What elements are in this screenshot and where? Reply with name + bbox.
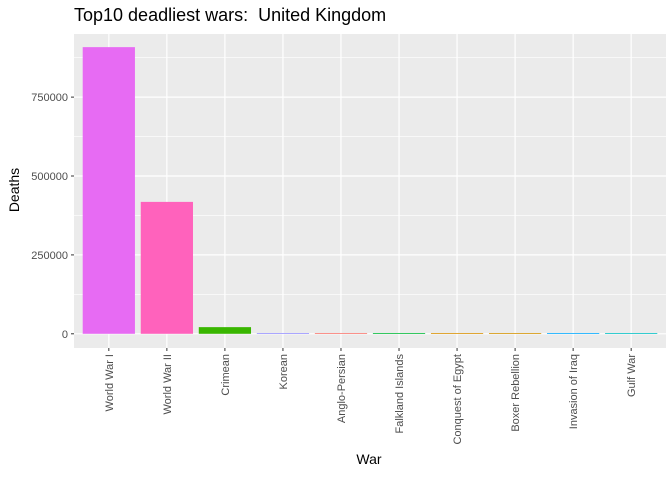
x-tick-label: World War I <box>104 354 116 411</box>
bars <box>82 47 658 334</box>
bar-anglo-persian <box>314 332 368 334</box>
bar-conquest-of-egypt <box>430 332 484 334</box>
bar-crimean <box>198 327 252 334</box>
bar-world-war-ii <box>140 201 193 334</box>
x-tick-label: Gulf War <box>626 354 638 397</box>
y-tick-label: 500000 <box>31 171 68 183</box>
x-tick-label: Crimean <box>220 354 232 396</box>
x-tick-label: Boxer Rebellion <box>510 354 522 432</box>
x-tick-label: World War II <box>162 354 174 415</box>
bar-invasion-of-iraq <box>547 332 600 334</box>
x-tick-label: Anglo-Persian <box>336 354 348 423</box>
y-tick-label: 750000 <box>31 92 68 104</box>
x-tick-label: Falkland Islands <box>394 354 406 434</box>
x-tick-label: Invasion of Iraq <box>568 354 580 429</box>
bar-world-war-i <box>82 47 135 334</box>
bar-falkland-islands <box>372 332 426 334</box>
x-tick-label: Korean <box>278 354 290 389</box>
bar-gulf-war <box>605 332 658 334</box>
bar-boxer-rebellion <box>488 332 542 334</box>
x-axis-ticks: World War I World War II Crimean Korean Angl… <box>104 348 638 445</box>
x-tick-label: Conquest of Egypt <box>452 354 464 445</box>
y-tick-label: 0 <box>62 329 68 341</box>
x-axis-label: War <box>356 451 382 467</box>
bar-korean <box>256 332 310 334</box>
y-tick-label: 250000 <box>31 250 68 262</box>
y-axis-ticks: 0 250000 500000 750000 <box>31 92 74 341</box>
chart-title: Top10 deadliest wars: United Kingdom <box>74 5 387 25</box>
